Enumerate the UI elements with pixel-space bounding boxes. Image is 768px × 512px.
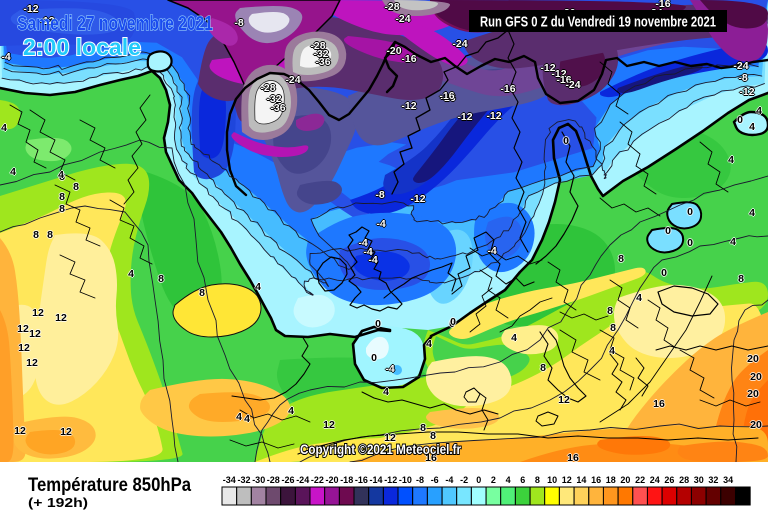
svg-text:28: 28 (679, 475, 689, 485)
svg-text:2:00 locale: 2:00 locale (23, 34, 141, 60)
svg-text:-10: -10 (399, 475, 412, 485)
svg-text:-26: -26 (281, 475, 294, 485)
svg-text:-34: -34 (223, 475, 236, 485)
svg-text:10: 10 (547, 475, 557, 485)
svg-text:-30: -30 (252, 475, 265, 485)
svg-text:-4: -4 (445, 475, 453, 485)
svg-text:-6: -6 (431, 475, 439, 485)
svg-text:8: 8 (535, 475, 540, 485)
svg-text:6: 6 (520, 475, 525, 485)
svg-text:24: 24 (650, 475, 660, 485)
svg-text:-28: -28 (267, 475, 280, 485)
svg-text:Température 850hPa: Température 850hPa (28, 474, 191, 496)
svg-text:0: 0 (476, 475, 481, 485)
svg-text:-32: -32 (237, 475, 250, 485)
svg-text:26: 26 (664, 475, 674, 485)
svg-text:Run GFS 0 Z du Vendredi 19 nov: Run GFS 0 Z du Vendredi 19 novembre 2021 (480, 14, 716, 31)
svg-text:-22: -22 (311, 475, 324, 485)
svg-text:14: 14 (576, 475, 586, 485)
svg-text:(+ 192h): (+ 192h) (28, 496, 88, 510)
svg-text:Copyright ©2021 Meteociel.fr: Copyright ©2021 Meteociel.fr (300, 442, 462, 457)
svg-text:22: 22 (635, 475, 645, 485)
svg-text:34: 34 (723, 475, 733, 485)
svg-text:-2: -2 (460, 475, 468, 485)
svg-text:-12: -12 (384, 475, 397, 485)
svg-text:30: 30 (694, 475, 704, 485)
svg-text:-24: -24 (296, 475, 309, 485)
svg-text:-14: -14 (369, 475, 382, 485)
svg-text:20: 20 (620, 475, 630, 485)
svg-text:16: 16 (591, 475, 601, 485)
svg-text:32: 32 (708, 475, 718, 485)
svg-text:Samedi 27 novembre 2021: Samedi 27 novembre 2021 (17, 13, 213, 35)
svg-text:-16: -16 (355, 475, 368, 485)
svg-text:2: 2 (491, 475, 496, 485)
svg-text:18: 18 (606, 475, 616, 485)
svg-text:-18: -18 (340, 475, 353, 485)
svg-text:-20: -20 (325, 475, 338, 485)
svg-text:-8: -8 (416, 475, 424, 485)
svg-text:12: 12 (562, 475, 572, 485)
svg-text:4: 4 (506, 475, 511, 485)
